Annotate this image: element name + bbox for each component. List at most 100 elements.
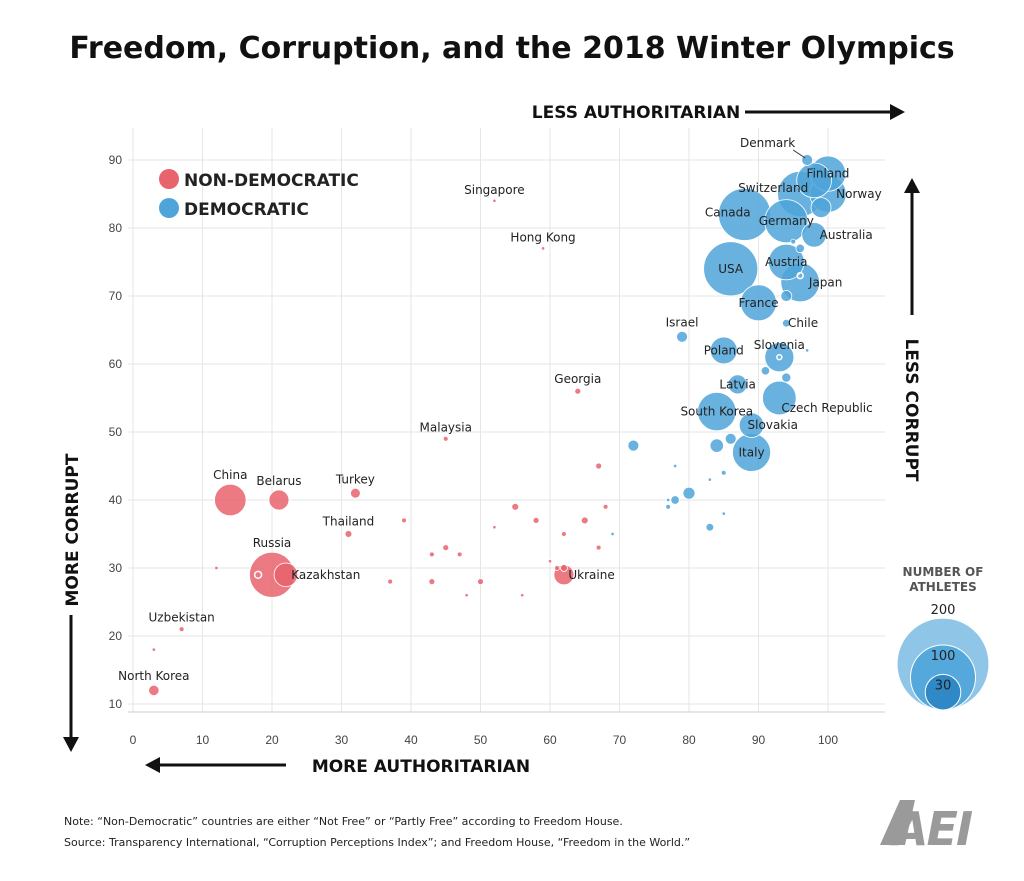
- bubble-democratic: [627, 439, 640, 452]
- data-label: Canada: [705, 205, 751, 219]
- y-label-more-corrupt: MORE CORRUPT: [63, 453, 83, 606]
- x-tick-label: 60: [543, 733, 557, 747]
- bubble-czech-republic: [762, 380, 797, 416]
- size-legend-value: 100: [931, 649, 956, 664]
- bubble-democratic: [705, 522, 715, 532]
- size-legend: NUMBER OF ATHLETES 200 100 30: [896, 565, 990, 711]
- data-label: Switzerland: [738, 181, 808, 195]
- color-legend: NON-DEMOCRATIC DEMOCRATIC: [159, 169, 359, 220]
- bubble-poland: [709, 336, 738, 365]
- data-label: Slovakia: [748, 418, 798, 432]
- bubble-australia: [801, 222, 827, 248]
- bubble-south-korea: [697, 391, 737, 432]
- x-tick-label: 50: [474, 733, 488, 747]
- bubble-non-democratic: [401, 517, 407, 524]
- x-tick-label: 90: [752, 733, 766, 747]
- data-label: South Korea: [680, 405, 753, 419]
- y-label-less-corrupt: LESS CORRUPT: [901, 338, 921, 481]
- size-legend-value: 30: [935, 678, 952, 693]
- data-label: Norway: [836, 187, 882, 201]
- bubble-non-democratic: [492, 525, 497, 530]
- bubble-belarus: [268, 489, 290, 511]
- bubble-non-democratic: [595, 544, 602, 551]
- y-tick-label: 90: [109, 153, 123, 167]
- legend-label-non-democratic: NON-DEMOCRATIC: [184, 171, 359, 191]
- bubble-usa: [703, 241, 759, 297]
- data-label: Hong Kong: [510, 231, 575, 245]
- bubble-turkey: [350, 487, 361, 499]
- grid: [128, 128, 885, 713]
- bubble-israel: [676, 330, 688, 343]
- source-text: Source: Transparency International, “Cor…: [64, 836, 690, 849]
- data-label: Turkey: [335, 472, 375, 486]
- x-tick-label: 20: [265, 733, 279, 747]
- bubble-non-democratic: [547, 559, 553, 564]
- legend-swatch-democratic: [159, 198, 179, 218]
- bubble-democratic: [805, 348, 810, 353]
- bubble-non-democratic: [511, 502, 520, 511]
- bubble-non-democratic: [214, 565, 219, 571]
- data-labels: USA Canada Switzerland Russia Germany Japan So…: [118, 136, 882, 683]
- bubble-non-democratic: [595, 462, 603, 470]
- x-tick-label: 80: [682, 733, 696, 747]
- y-tick-label: 30: [109, 561, 123, 575]
- data-label: China: [213, 468, 247, 482]
- data-label: Slovenia: [754, 338, 805, 352]
- data-label: Chile: [788, 316, 818, 330]
- x-tick-label: 40: [404, 733, 418, 747]
- y-tick-label: 10: [109, 697, 123, 711]
- bubble-democratic: [610, 531, 615, 537]
- legend-label-democratic: DEMOCRATIC: [184, 200, 309, 220]
- bubble-chile: [782, 318, 791, 328]
- bubble-non-democratic: [561, 531, 567, 537]
- data-label: Latvia: [719, 377, 756, 391]
- bubble-denmark: [801, 154, 814, 166]
- bubble-hong-kong: [540, 246, 546, 251]
- data-label: Uzbekistan: [149, 611, 215, 625]
- x-tick-label: 70: [613, 733, 627, 747]
- data-label: Malaysia: [420, 420, 472, 434]
- bubble-austria: [768, 243, 805, 281]
- bubble-north-korea: [148, 684, 160, 697]
- size-legend-value: 200: [931, 603, 956, 618]
- bubble-non-democratic: [387, 578, 394, 585]
- legend-swatch-non-democratic: [159, 169, 179, 189]
- data-label: Germany: [759, 214, 814, 228]
- x-tick-label: 10: [196, 733, 210, 747]
- bubble-non-democratic: [477, 578, 484, 586]
- bubble-slovenia: [764, 342, 795, 373]
- svg-text:AEI: AEI: [890, 802, 973, 856]
- arrow-right-icon: [745, 104, 905, 120]
- aei-logo: AEI: [880, 800, 975, 856]
- bubble-non-democratic: [253, 570, 263, 580]
- data-label: Kazakhstan: [291, 568, 360, 582]
- bubble-democratic: [709, 438, 724, 453]
- x-tick-label: 30: [335, 733, 349, 747]
- data-label: Thailand: [322, 515, 375, 529]
- bubble-kazakhstan: [273, 562, 299, 588]
- bubble-non-democratic: [442, 544, 450, 552]
- y-tick-label: 50: [109, 425, 123, 439]
- bubble-non-democratic: [532, 516, 540, 524]
- bubble-democratic: [720, 469, 727, 476]
- data-label: Australia: [820, 228, 873, 242]
- bubble-china: [214, 483, 247, 517]
- bubble-democratic: [666, 497, 671, 503]
- bubble-non-democratic: [151, 647, 156, 652]
- bubble-france: [740, 284, 777, 322]
- data-label: Austria: [765, 255, 807, 269]
- data-label: Finland: [807, 167, 850, 181]
- arrow-down-icon: [63, 615, 79, 752]
- y-tick-label: 60: [109, 357, 123, 371]
- bubble-democratic: [760, 366, 771, 376]
- data-label: Ukraine: [568, 568, 614, 582]
- data-label: USA: [718, 262, 744, 276]
- bubble-democratic: [776, 353, 783, 361]
- data-label: Italy: [739, 445, 765, 459]
- y-tick-label: 40: [109, 493, 123, 507]
- bubble-democratic: [796, 162, 832, 199]
- x-tick-label: 0: [130, 733, 137, 747]
- bubble-democratic: [790, 238, 797, 245]
- bubble-democratic: [796, 271, 804, 280]
